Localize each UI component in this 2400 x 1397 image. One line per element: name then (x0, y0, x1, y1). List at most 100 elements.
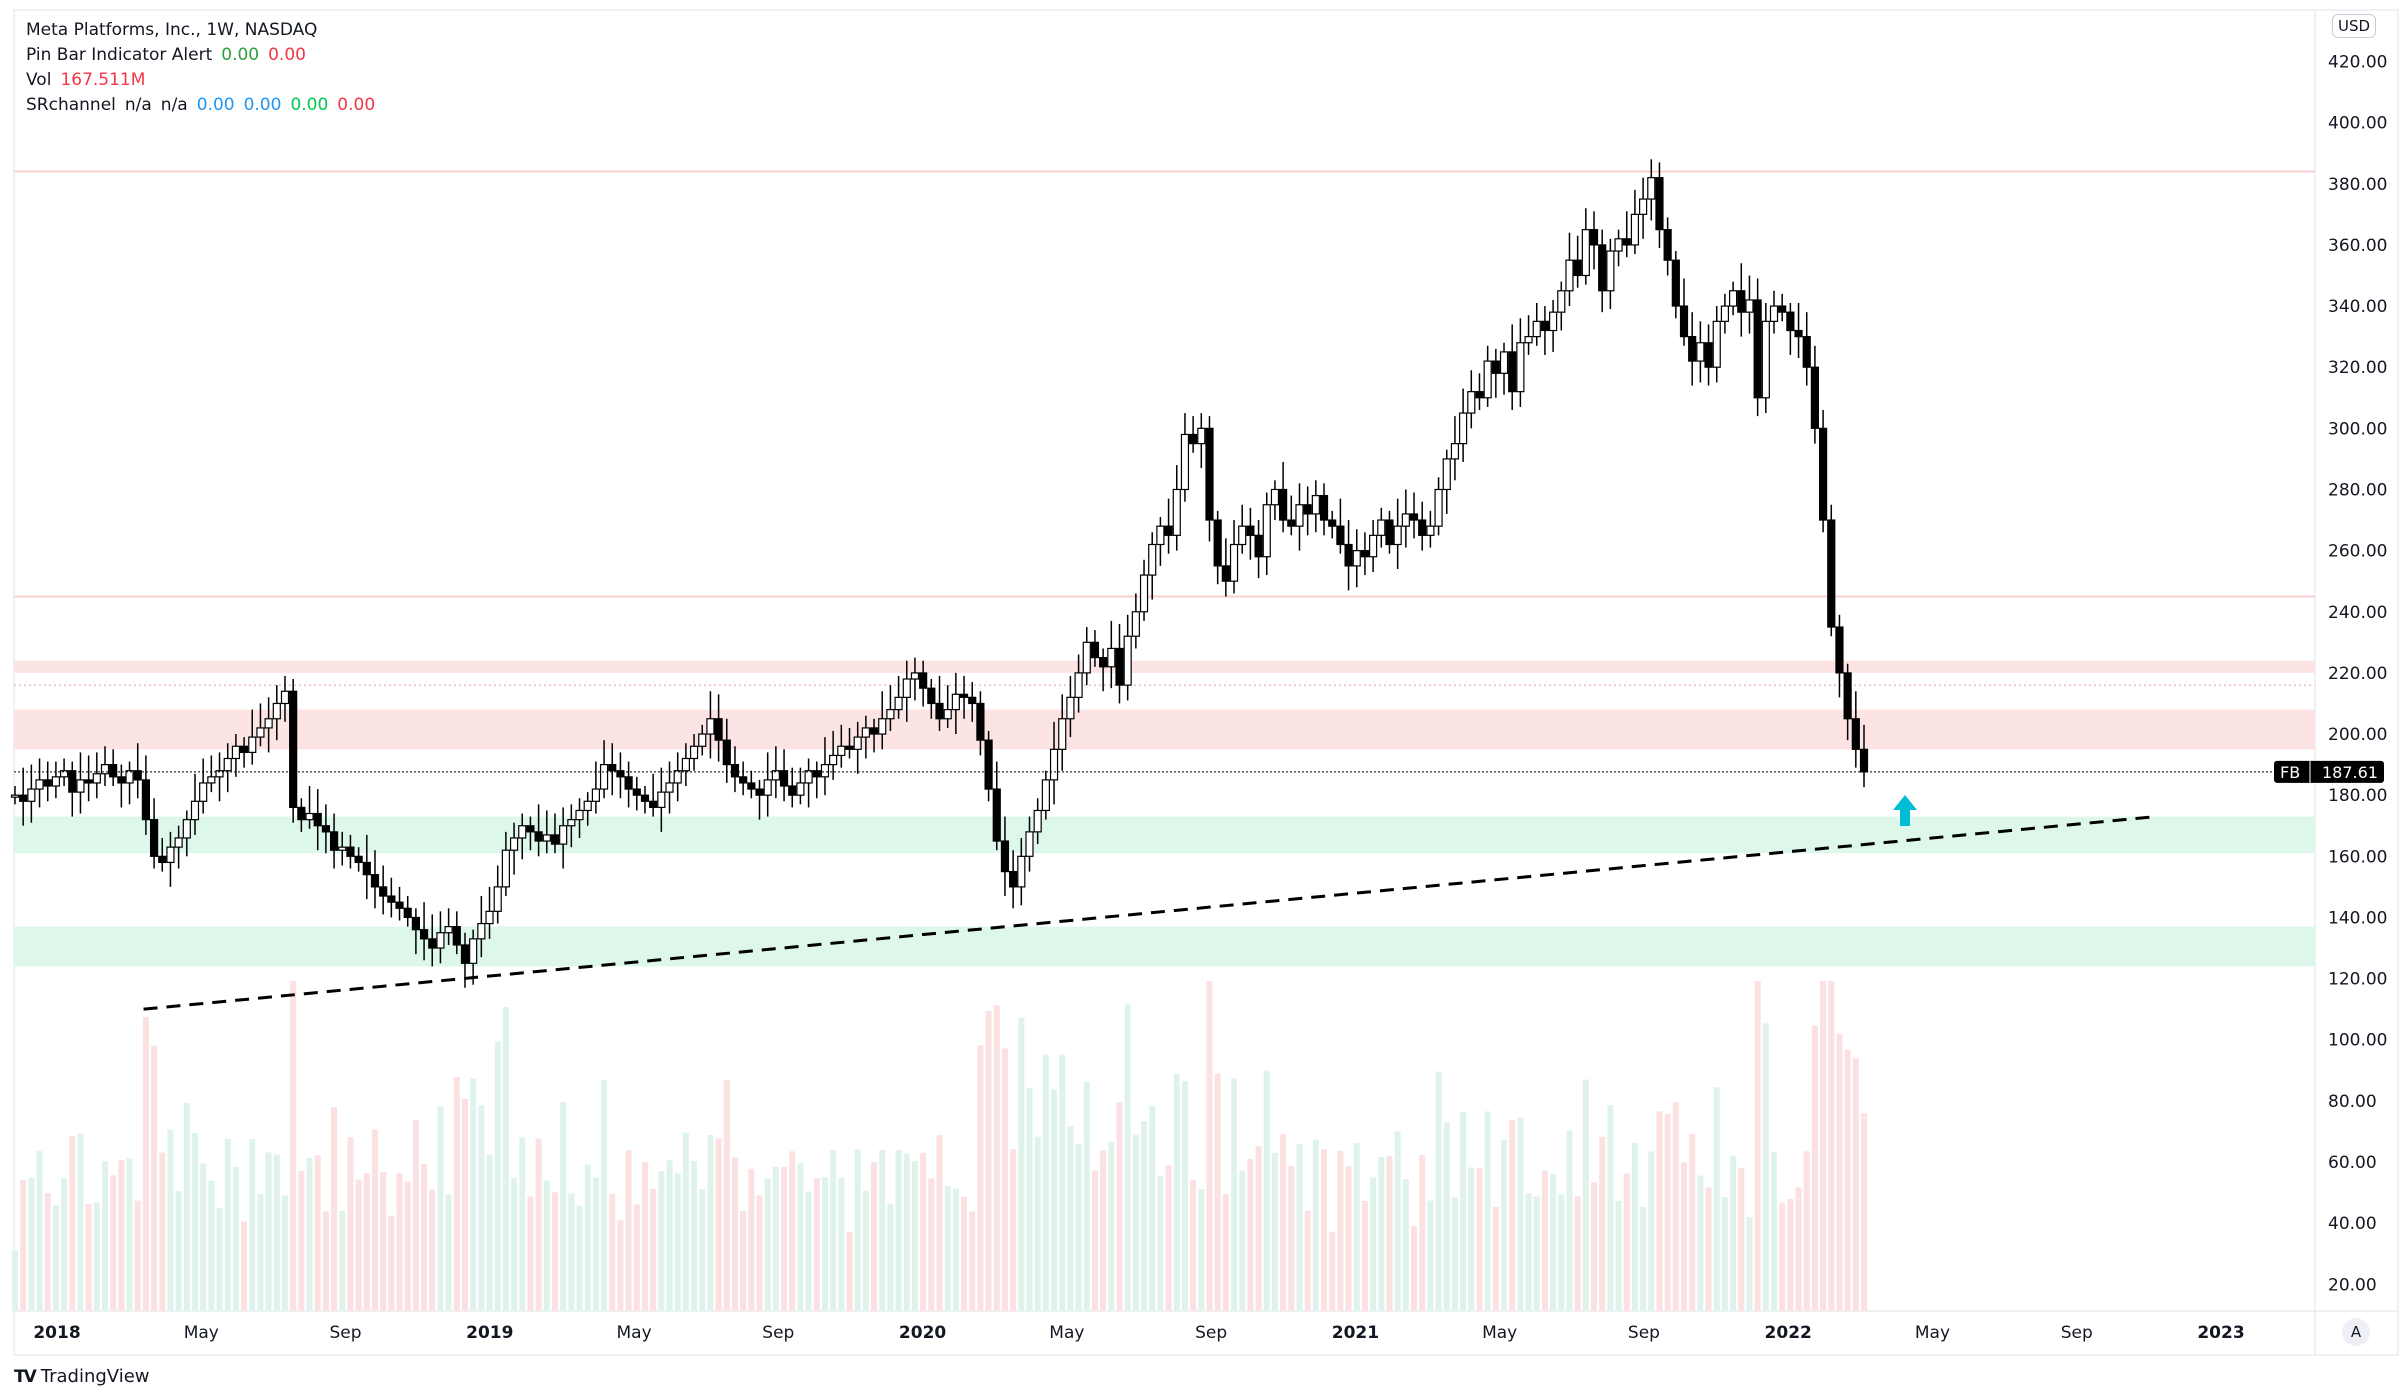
volume-bar (1509, 1120, 1516, 1311)
candle-body (1352, 550, 1361, 567)
candle-body (19, 794, 28, 802)
volume-bar (1672, 1102, 1679, 1311)
volume-bar (355, 1179, 362, 1311)
candle-body (452, 926, 461, 946)
candle-body (1139, 574, 1149, 613)
volume-bar (388, 1215, 395, 1311)
candle-body (1663, 229, 1672, 261)
srchannel-legend[interactable]: SRchannel n/a n/a 0.00 0.00 0.00 0.00 (26, 93, 384, 118)
volume-bar (371, 1129, 378, 1311)
candle-body (796, 782, 805, 796)
volume-bar (494, 1041, 501, 1311)
candle-body (992, 788, 1001, 842)
candle-body (215, 770, 224, 778)
candle-body (1099, 657, 1108, 668)
candle-body (1295, 504, 1304, 527)
candle-body (1622, 238, 1631, 246)
candle-body (665, 782, 674, 793)
candle-body (1025, 831, 1034, 857)
volume-bar (1582, 1079, 1589, 1311)
candle-body (199, 782, 208, 802)
candle-body (35, 779, 44, 790)
volume-bar (560, 1101, 567, 1311)
candle-body (1377, 519, 1386, 536)
pinbar-bull-value: 0.00 (221, 45, 260, 65)
candle-body (1393, 525, 1402, 546)
volume-bar (1255, 1146, 1262, 1311)
candle-body (575, 809, 584, 821)
candle-body (747, 782, 756, 790)
candle-body (1213, 519, 1222, 567)
candle-body (649, 800, 658, 809)
candle-body (477, 922, 486, 940)
candle-body (1835, 626, 1844, 674)
volume-bar (12, 1251, 18, 1311)
volume-bar (1419, 1154, 1426, 1311)
candle-body (943, 708, 952, 720)
volume-bar (1828, 981, 1835, 1311)
volume-bar (216, 1208, 223, 1311)
candle-body (76, 779, 85, 793)
volume-bar (1631, 1142, 1638, 1311)
candle-body (289, 690, 298, 809)
volume-bar (813, 1178, 820, 1311)
volume-bar (159, 1152, 166, 1311)
candle-body (1123, 635, 1132, 686)
x-tick-label: Sep (762, 1323, 794, 1343)
volume-bar (895, 1150, 902, 1311)
candle-body (1189, 433, 1198, 445)
volume-legend[interactable]: Vol 167.511M (26, 68, 384, 93)
symbol-title[interactable]: Meta Platforms, Inc., 1W, NASDAQ (26, 20, 318, 40)
volume-bar (969, 1211, 976, 1311)
volume-bar (412, 1119, 419, 1311)
pinbar-bear-value: 0.00 (268, 45, 306, 65)
candle-body (1508, 351, 1517, 393)
candle-body (788, 785, 797, 796)
y-tick-label: 20.00 (2328, 1275, 2377, 1295)
candle-body (395, 901, 404, 909)
volume-bar (118, 1160, 125, 1311)
volume-bar (1370, 1177, 1377, 1311)
candle-body (771, 770, 780, 781)
volume-bar (363, 1173, 370, 1311)
candle-body (1614, 238, 1623, 252)
volume-bar (1206, 981, 1213, 1311)
candle-body (714, 718, 723, 741)
auto-scale-button[interactable]: A (2342, 1318, 2370, 1346)
volume-bar (502, 1007, 509, 1311)
candle-body (158, 855, 167, 864)
candle-body (845, 745, 854, 750)
volume-bar (1386, 1155, 1393, 1311)
pinbar-legend[interactable]: Pin Bar Indicator Alert 0.00 0.00 (26, 43, 384, 68)
candle-body (1516, 342, 1525, 393)
volume-bar (748, 1168, 755, 1311)
volume-bar (1525, 1193, 1532, 1311)
volume-bar (273, 1154, 280, 1311)
candle-body (182, 819, 191, 839)
candle-body (1859, 748, 1869, 773)
volume-bar (461, 1098, 468, 1311)
volume-bar (952, 1188, 959, 1311)
x-tick-label: 2022 (1765, 1323, 1812, 1343)
candle-body (935, 702, 944, 720)
tradingview-logo[interactable]: TV TradingView (14, 1366, 150, 1387)
volume-bar (93, 1202, 100, 1311)
volume-bar (609, 1193, 616, 1311)
volume-bar (1402, 1179, 1409, 1311)
volume-bar (224, 1138, 231, 1311)
x-tick-label: Sep (1628, 1323, 1660, 1343)
y-tick-label: 360.00 (2328, 236, 2387, 256)
currency-button[interactable]: USD (2332, 14, 2377, 38)
volume-bar (1018, 1017, 1025, 1311)
candle-body (68, 770, 77, 793)
candle-body (1254, 534, 1263, 558)
candle-body (1279, 488, 1288, 521)
candle-body (1778, 305, 1787, 313)
y-tick-label: 220.00 (2328, 664, 2387, 684)
candle-body (599, 764, 609, 790)
volume-bar (1198, 1188, 1205, 1311)
candle-body (1442, 458, 1451, 491)
candle-body (722, 739, 731, 766)
volume-bar (1026, 1088, 1033, 1311)
